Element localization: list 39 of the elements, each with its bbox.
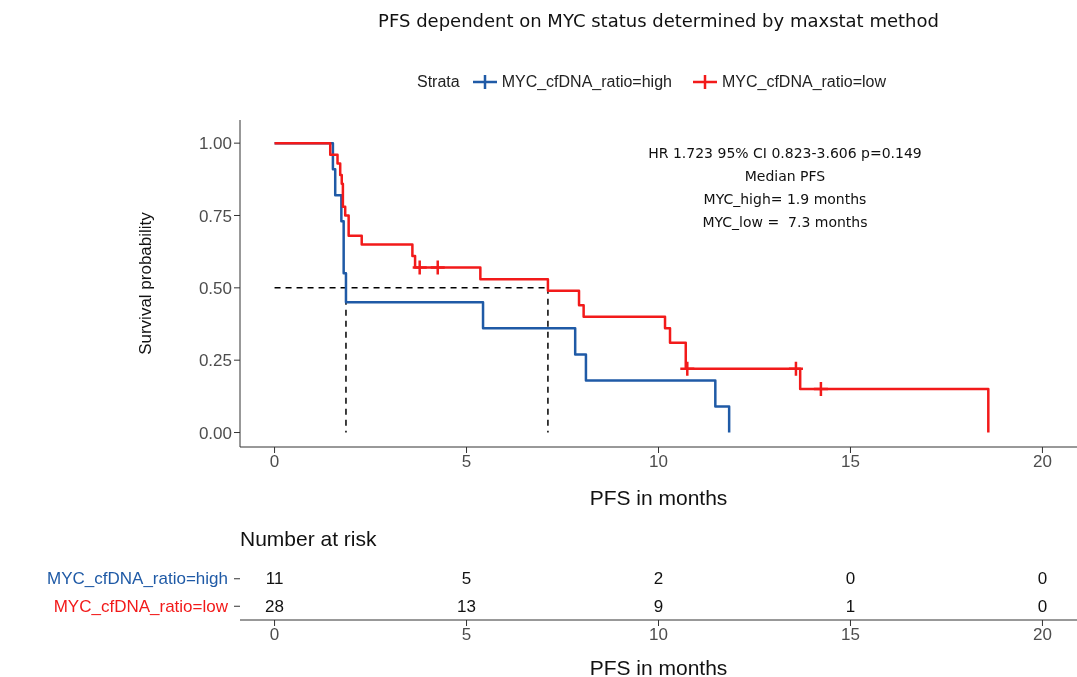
x-tick-label: 15 (841, 452, 860, 472)
data-label: 0 (845, 569, 856, 589)
data-label: 5 (461, 569, 472, 589)
x-tick-label: 10 (649, 625, 668, 645)
x-axis-title: PFS in months (589, 656, 728, 677)
legend-label: MYC_cfDNA_ratio=low (721, 73, 887, 91)
chart-title: PFS dependent on MYC status determined by maxstat method (377, 10, 940, 31)
data-label: 1 (845, 596, 856, 616)
x-tick-label: 5 (461, 625, 472, 645)
x-tick-label: 20 (1032, 625, 1052, 645)
y-tick-label: MYC_cfDNA_ratio=high (47, 569, 228, 589)
legend-label: MYC_cfDNA_ratio=high (501, 73, 672, 91)
y-tick-label: 0.00 (198, 423, 232, 443)
x-tick-label: 5 (461, 452, 472, 472)
annotation: MYC_low = 7.3 months (701, 213, 869, 232)
x-tick-label: 10 (649, 452, 668, 472)
data-label: 9 (653, 596, 664, 616)
legend-title: Strata (416, 73, 460, 91)
annotation: HR 1.723 95% CI 0.823-3.606 p=0.149 (647, 144, 923, 163)
chart-title: Number at risk (240, 527, 377, 551)
y-tick-label: MYC_cfDNA_ratio=low (53, 596, 229, 616)
data-label: 2 (653, 569, 664, 589)
data-label: 28 (265, 596, 285, 616)
annotation: Median PFS (743, 167, 827, 186)
x-tick-label: 0 (269, 625, 280, 645)
x-tick-label: 15 (841, 625, 860, 645)
annotation: MYC_high= 1.9 months (702, 190, 868, 209)
data-label: 13 (457, 596, 476, 616)
y-tick-label: 0.25 (198, 351, 232, 371)
y-tick-label: 1.00 (198, 134, 232, 154)
y-tick-label: 0.50 (198, 278, 232, 298)
y-axis-title: Survival probability (136, 211, 156, 355)
x-tick-label: 20 (1032, 452, 1052, 472)
y-tick-label: 0.75 (198, 206, 232, 226)
data-label: 0 (1037, 569, 1048, 589)
data-label: 0 (1037, 596, 1048, 616)
x-axis-title: PFS in months (589, 486, 728, 509)
data-label: 11 (265, 569, 284, 589)
x-tick-label: 0 (269, 452, 280, 472)
